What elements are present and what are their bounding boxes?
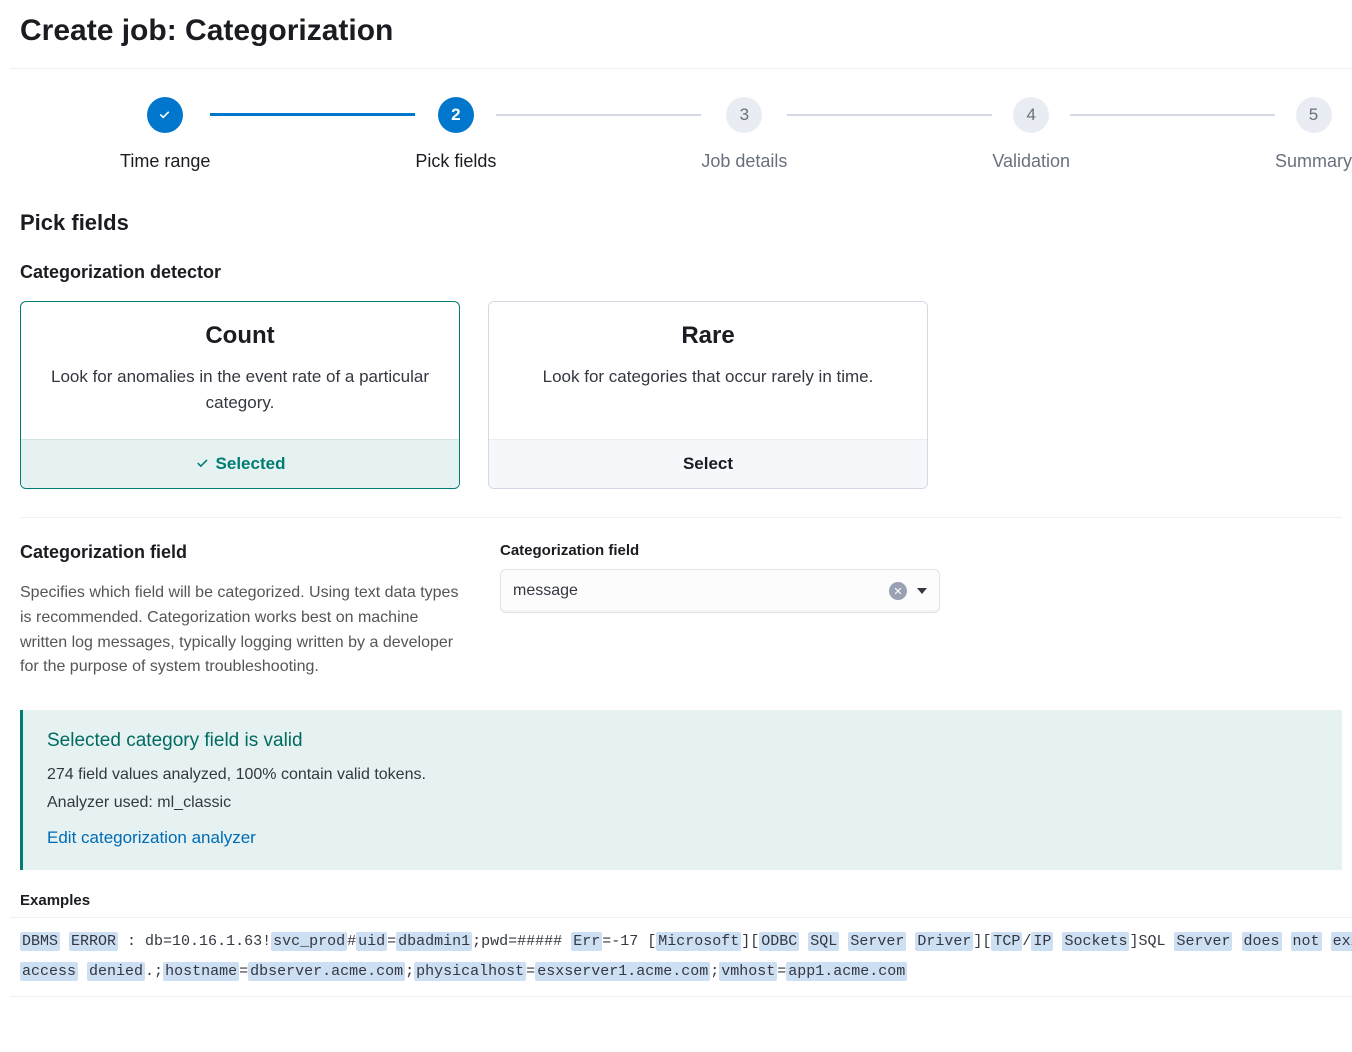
- detector-card-rare[interactable]: Rare Look for categories that occur rare…: [488, 301, 928, 489]
- wizard-stepper: Time range 2 Pick fields 3 Job details 4…: [10, 69, 1352, 200]
- step-label: Time range: [120, 151, 210, 172]
- cat-field-combobox[interactable]: message ✕: [500, 569, 940, 613]
- detector-title: Count: [51, 322, 429, 350]
- validation-callout: Selected category field is valid 274 fie…: [20, 710, 1342, 870]
- detector-card-count[interactable]: Count Look for anomalies in the event ra…: [20, 301, 460, 489]
- combobox-value: message: [513, 582, 889, 600]
- callout-stats: 274 field values analyzed, 100% contain …: [47, 766, 1320, 784]
- step-connector: [787, 114, 992, 116]
- detector-footer-label: Select: [683, 454, 733, 473]
- step-connector: [496, 114, 701, 116]
- step-number: 5: [1296, 97, 1332, 133]
- detector-select-footer[interactable]: Select: [489, 439, 927, 488]
- step-job-details[interactable]: 3 Job details: [701, 97, 787, 172]
- step-number: 4: [1013, 97, 1049, 133]
- step-validation[interactable]: 4 Validation: [992, 97, 1070, 172]
- callout-analyzer: Analyzer used: ml_classic: [47, 794, 1320, 812]
- step-summary[interactable]: 5 Summary: [1275, 97, 1352, 172]
- detector-cards: Count Look for anomalies in the event ra…: [20, 301, 1342, 489]
- cat-field-help: Specifies which field will be categorize…: [20, 581, 460, 680]
- detector-desc: Look for categories that occur rarely in…: [519, 364, 897, 390]
- check-icon: [195, 456, 210, 471]
- step-label: Pick fields: [415, 151, 496, 172]
- detector-desc: Look for anomalies in the event rate of …: [51, 364, 429, 415]
- page-title: Create job: Categorization: [10, 10, 1352, 69]
- step-connector: [210, 113, 415, 116]
- step-label: Summary: [1275, 151, 1352, 172]
- examples-heading: Examples: [20, 892, 1352, 909]
- chevron-down-icon[interactable]: [917, 588, 927, 594]
- cat-field-label: Categorization field: [500, 542, 940, 559]
- clear-icon[interactable]: ✕: [889, 582, 907, 600]
- example-row: access denied.;hostname=dbserver.acme.co…: [10, 958, 1352, 996]
- detector-heading: Categorization detector: [20, 262, 1342, 283]
- detector-footer-label: Selected: [216, 454, 286, 473]
- section-title: Pick fields: [20, 210, 1342, 236]
- step-label: Validation: [992, 151, 1070, 172]
- detector-title: Rare: [519, 322, 897, 350]
- divider: [20, 517, 1342, 518]
- edit-analyzer-link[interactable]: Edit categorization analyzer: [47, 828, 256, 848]
- callout-title: Selected category field is valid: [47, 730, 1320, 752]
- step-pick-fields[interactable]: 2 Pick fields: [415, 97, 496, 172]
- step-number: 3: [726, 97, 762, 133]
- cat-field-heading: Categorization field: [20, 542, 460, 563]
- step-time-range[interactable]: Time range: [120, 97, 210, 172]
- step-number: 2: [438, 97, 474, 133]
- examples-table: DBMS ERROR : db=10.16.1.63!svc_prod#uid=…: [10, 917, 1352, 997]
- detector-selected-footer[interactable]: Selected: [21, 439, 459, 488]
- step-connector: [1070, 114, 1275, 116]
- step-label: Job details: [701, 151, 787, 172]
- check-icon: [147, 97, 183, 133]
